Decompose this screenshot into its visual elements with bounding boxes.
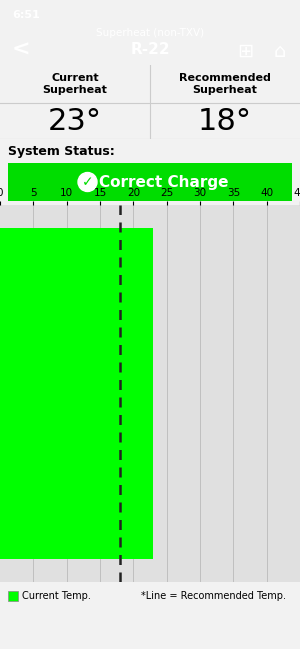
Text: <: < (12, 40, 31, 60)
Text: 18°: 18° (198, 106, 252, 136)
Text: ⊞: ⊞ (237, 42, 253, 61)
Text: R-22: R-22 (130, 42, 170, 57)
Text: Current Temp.: Current Temp. (22, 591, 91, 601)
Bar (0, 228, 153, 559)
Bar (8, 591, 18, 601)
Text: ✓: ✓ (82, 175, 93, 189)
Text: Current
Superheat: Current Superheat (43, 73, 107, 95)
Text: 6:51: 6:51 (12, 10, 40, 20)
Text: System Status:: System Status: (8, 145, 115, 158)
Text: 23°: 23° (48, 106, 102, 136)
Text: *Line = Recommended Temp.: *Line = Recommended Temp. (141, 591, 286, 601)
FancyBboxPatch shape (0, 164, 300, 201)
Text: Superheat (non-TXV): Superheat (non-TXV) (96, 28, 204, 38)
Text: Correct Charge: Correct Charge (100, 175, 229, 190)
Text: ⌂: ⌂ (274, 42, 286, 61)
Text: Recommended
Superheat: Recommended Superheat (179, 73, 271, 95)
